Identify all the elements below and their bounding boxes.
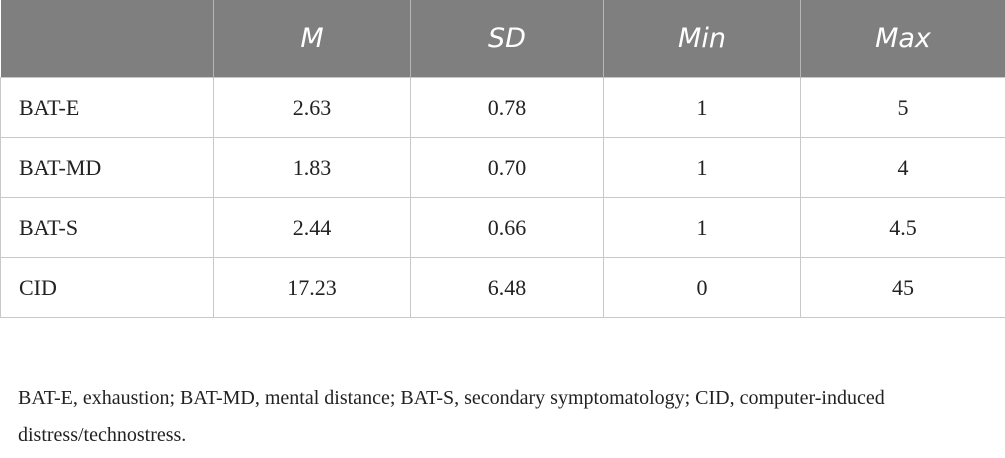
- table-cell: 4.5: [800, 197, 1005, 258]
- table-cell: 1: [603, 197, 801, 258]
- table-cell: 0.70: [410, 137, 604, 198]
- table-cell: 17.23: [213, 257, 411, 318]
- table-row: BAT-MD 1.83 0.70 1 4: [0, 137, 1005, 198]
- header-cell: Min: [603, 0, 801, 78]
- table-cell: 0.66: [410, 197, 604, 258]
- table-row: BAT-S 2.44 0.66 1 4.5: [0, 197, 1005, 258]
- row-label: BAT-MD: [0, 137, 214, 198]
- table-row: BAT-E 2.63 0.78 1 5: [0, 77, 1005, 138]
- row-label: BAT-S: [0, 197, 214, 258]
- table-cell: 0: [603, 257, 801, 318]
- row-label: CID: [0, 257, 214, 318]
- table-cell: 2.44: [213, 197, 411, 258]
- table-cell: 4: [800, 137, 1005, 198]
- table-row: CID 17.23 6.48 0 45: [0, 257, 1005, 318]
- header-cell-empty: [0, 0, 214, 78]
- header-cell: M: [213, 0, 411, 78]
- table-cell: 45: [800, 257, 1005, 318]
- table-cell: 1: [603, 137, 801, 198]
- table-cell: 2.63: [213, 77, 411, 138]
- table-cell: 6.48: [410, 257, 604, 318]
- header-row: M SD Min Max: [0, 0, 1005, 78]
- table-body: BAT-E 2.63 0.78 1 5 BAT-MD 1.83 0.70 1 4 BAT-S 2.44…: [0, 77, 1005, 318]
- table-cell: 1: [603, 77, 801, 138]
- table-cell: 5: [800, 77, 1005, 138]
- footnote: BAT-E, exhaustion; BAT-MD, mental distan…: [18, 387, 885, 446]
- table-cell: 1.83: [213, 137, 411, 198]
- header-cell: SD: [410, 0, 604, 78]
- table-cell: 0.78: [410, 77, 604, 138]
- header-cell: Max: [800, 0, 1005, 78]
- row-label: BAT-E: [0, 77, 214, 138]
- stats-table: M SD Min Max BAT-E 2.63 0.78 1 5 BAT-MD 1.83 0.70 1…: [0, 0, 1005, 318]
